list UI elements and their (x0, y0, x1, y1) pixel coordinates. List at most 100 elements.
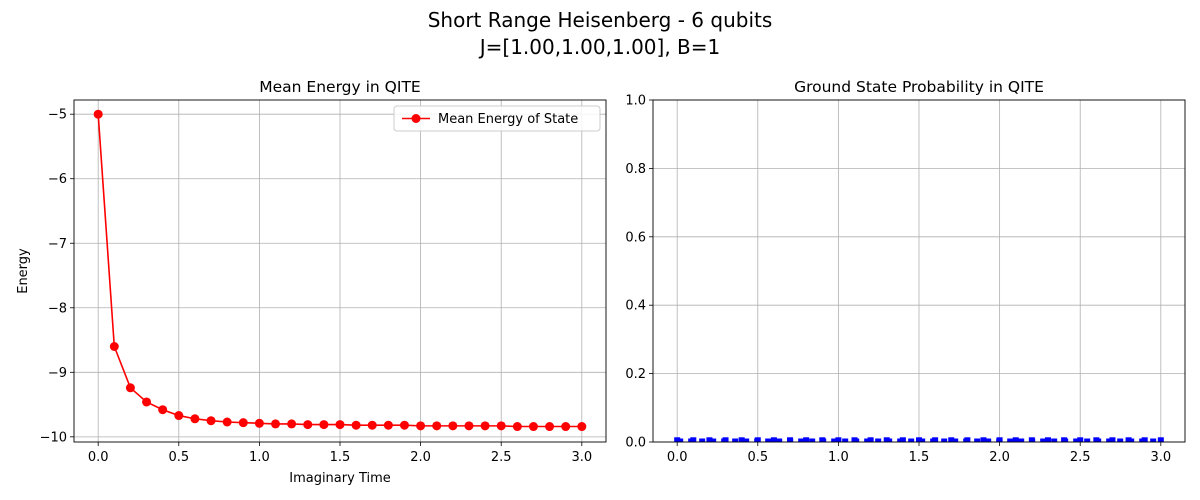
ground-state-probability-panel: 0.0 0.5 1.0 1.5 2.0 2.5 3.0 0.0 0.2 0.4 0.6 0.8 1.0 G… (625, 78, 1186, 465)
legend-box (393, 105, 601, 132)
data-point (496, 421, 506, 431)
data-point (399, 420, 409, 430)
x-tick-label: 1.5 (330, 450, 351, 465)
data-point (706, 437, 713, 442)
data-point (674, 437, 681, 442)
data-point (1028, 437, 1035, 442)
data-point (93, 109, 103, 119)
legend-marker (411, 114, 421, 123)
data-point (190, 414, 200, 424)
y-tick-label: −10 (40, 430, 67, 445)
data-point (383, 420, 393, 430)
figure-title: Short Range Heisenberg - 6 qubits (427, 8, 773, 32)
data-point (916, 437, 922, 442)
y-tick-label: 0.2 (625, 367, 646, 382)
y-tick-label: −9 (48, 366, 67, 381)
axes-frame (73, 99, 607, 443)
x-tick-label: 3.0 (571, 450, 592, 465)
data-point (222, 417, 232, 427)
chart-title: Ground State Probability in QITE (794, 78, 1044, 96)
y-tick-label: 0.0 (625, 436, 646, 451)
data-point (577, 422, 587, 432)
grid (74, 100, 606, 442)
data-point (1125, 437, 1132, 442)
y-tick-label: 0.4 (625, 299, 646, 314)
y-tick-label: −5 (48, 108, 67, 123)
x-tick-label: 2.5 (491, 450, 512, 465)
y-axis-label: Energy (16, 248, 31, 294)
x-tick-label: 2.5 (1070, 450, 1091, 465)
data-point (948, 437, 955, 442)
x-tick-label: 0.0 (88, 450, 109, 465)
data-point (335, 420, 345, 430)
data-point (351, 420, 361, 430)
y-tick-label: −7 (48, 237, 67, 252)
data-point (932, 437, 939, 442)
figure-subtitle: J=[1.00,1.00,1.00], B=1 (479, 35, 721, 59)
data-point (722, 437, 729, 442)
legend-label: Mean Energy of State (438, 112, 578, 127)
x-tick-label: 1.5 (909, 450, 930, 465)
series (674, 437, 1164, 442)
data-point (480, 421, 490, 431)
data-point (109, 341, 119, 351)
data-point (432, 421, 442, 431)
data-point (835, 437, 842, 442)
data-point (464, 421, 474, 431)
y-tick-label: 0.6 (625, 230, 646, 245)
data-point (851, 437, 858, 442)
x-tick-label: 1.0 (828, 450, 849, 465)
data-point (996, 437, 1003, 442)
data-point (1109, 437, 1116, 442)
data-point (1141, 437, 1148, 442)
data-point (416, 421, 426, 431)
grid (653, 99, 1185, 443)
data-point (1012, 437, 1019, 442)
data-point (899, 437, 906, 442)
data-point (883, 437, 890, 442)
data-point (367, 420, 377, 430)
legend: Mean Energy of State (393, 105, 601, 132)
x-tick-label: 0.5 (747, 450, 768, 465)
data-point (1157, 437, 1164, 442)
x-axis-label: Imaginary Time (289, 471, 391, 486)
data-point (206, 416, 216, 426)
data-point (271, 419, 281, 429)
data-point (528, 422, 538, 432)
data-point (770, 437, 777, 442)
y-tick-label: 1.0 (625, 94, 646, 109)
data-point (867, 437, 874, 442)
y-tick-label: 0.8 (625, 162, 646, 177)
x-tick-label: 0.0 (667, 450, 688, 465)
data-point (803, 437, 810, 442)
y-tick-label: −8 (48, 301, 67, 316)
data-point (819, 437, 826, 442)
data-point (254, 418, 264, 428)
data-point (448, 421, 458, 431)
axes-frame (652, 99, 1186, 443)
data-point (787, 437, 794, 442)
data-point (512, 422, 522, 432)
data-point (545, 422, 555, 432)
data-point (287, 419, 297, 429)
chart-title: Mean Energy in QITE (259, 78, 420, 96)
data-point (561, 422, 571, 432)
data-point (1044, 437, 1051, 442)
data-point (1061, 437, 1068, 442)
series (93, 109, 587, 432)
data-point (1093, 437, 1100, 442)
data-point (738, 437, 745, 442)
mean-energy-panel: 0.0 0.5 1.0 1.5 2.0 2.5 3.0 −5 −6 −7 −8 −9 −10 Mean E… (16, 78, 607, 486)
x-tick-label: 2.0 (989, 450, 1010, 465)
y-tick-label: −6 (48, 172, 67, 187)
data-point (964, 437, 971, 442)
data-point (980, 437, 987, 442)
x-tick-label: 0.5 (168, 450, 189, 465)
data-point (690, 437, 697, 442)
data-point (142, 397, 152, 407)
data-point (125, 383, 135, 393)
data-point (1077, 437, 1084, 442)
data-point (158, 405, 168, 415)
